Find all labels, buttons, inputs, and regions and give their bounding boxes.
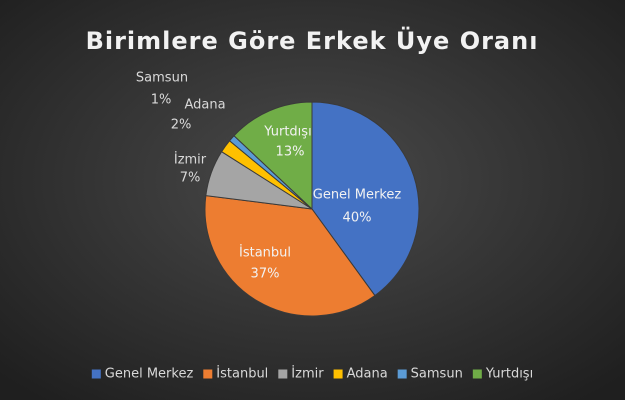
slice-value-label: 40% xyxy=(343,211,372,226)
legend-label: Adana xyxy=(347,367,388,382)
pie-slice xyxy=(311,101,420,297)
legend-label: Yurtdışı xyxy=(485,367,533,382)
chart-title: Birimlere Göre Erkek Üye Oranı xyxy=(86,25,539,55)
legend-label: İstanbul xyxy=(216,366,268,382)
pie-slice xyxy=(233,101,313,211)
slice-label: Yurtdışı xyxy=(263,125,311,140)
legend-swatch xyxy=(397,369,407,379)
slice-value-label: 37% xyxy=(251,267,280,282)
legend-swatch xyxy=(203,369,213,379)
slice-label: Samsun xyxy=(136,71,188,86)
legend-label: Samsun xyxy=(411,367,463,382)
legend-label: İzmir xyxy=(291,366,324,382)
slice-label: İstanbul xyxy=(239,245,291,261)
pie-slice xyxy=(204,195,376,317)
legend-swatch xyxy=(278,369,288,379)
slice-label: Genel Merkez xyxy=(313,188,402,203)
slice-label: İzmir xyxy=(174,152,207,168)
slice-label: Adana xyxy=(184,98,225,113)
legend-swatch xyxy=(333,369,343,379)
legend-swatch xyxy=(91,369,101,379)
slice-value-label: 7% xyxy=(180,171,201,186)
slice-value-label: 2% xyxy=(171,118,192,133)
slice-value-label: 13% xyxy=(276,145,305,160)
slice-value-label: 1% xyxy=(151,93,172,108)
legend-label: Genel Merkez xyxy=(105,367,194,382)
legend-swatch xyxy=(472,369,482,379)
